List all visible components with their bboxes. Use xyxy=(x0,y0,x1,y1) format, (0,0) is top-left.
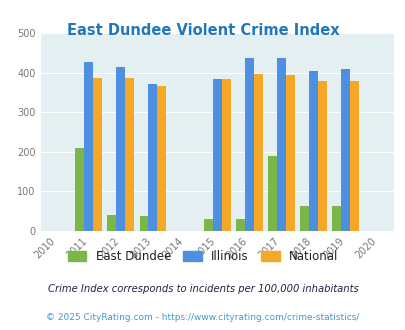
Bar xyxy=(84,61,93,231)
Bar xyxy=(125,78,134,231)
Bar xyxy=(244,57,253,231)
Bar xyxy=(267,156,276,231)
Bar xyxy=(116,67,125,231)
Bar xyxy=(253,74,262,231)
Bar xyxy=(212,79,221,231)
Bar xyxy=(349,81,358,231)
Bar xyxy=(203,219,212,231)
Bar xyxy=(107,215,116,231)
Bar xyxy=(139,216,148,231)
Bar xyxy=(308,71,317,231)
Bar xyxy=(221,79,230,231)
Bar xyxy=(93,78,102,231)
Bar xyxy=(285,75,294,231)
Bar xyxy=(157,86,166,231)
Bar xyxy=(148,84,157,231)
Text: East Dundee Violent Crime Index: East Dundee Violent Crime Index xyxy=(66,23,339,38)
Text: Crime Index corresponds to incidents per 100,000 inhabitants: Crime Index corresponds to incidents per… xyxy=(47,284,358,294)
Bar xyxy=(317,81,326,231)
Bar xyxy=(331,206,340,231)
Legend: East Dundee, Illinois, National: East Dundee, Illinois, National xyxy=(64,247,341,267)
Bar xyxy=(299,206,308,231)
Text: © 2025 CityRating.com - https://www.cityrating.com/crime-statistics/: © 2025 CityRating.com - https://www.city… xyxy=(46,313,359,322)
Bar xyxy=(235,219,244,231)
Bar xyxy=(276,57,285,231)
Bar xyxy=(75,148,84,231)
Bar xyxy=(340,69,349,231)
